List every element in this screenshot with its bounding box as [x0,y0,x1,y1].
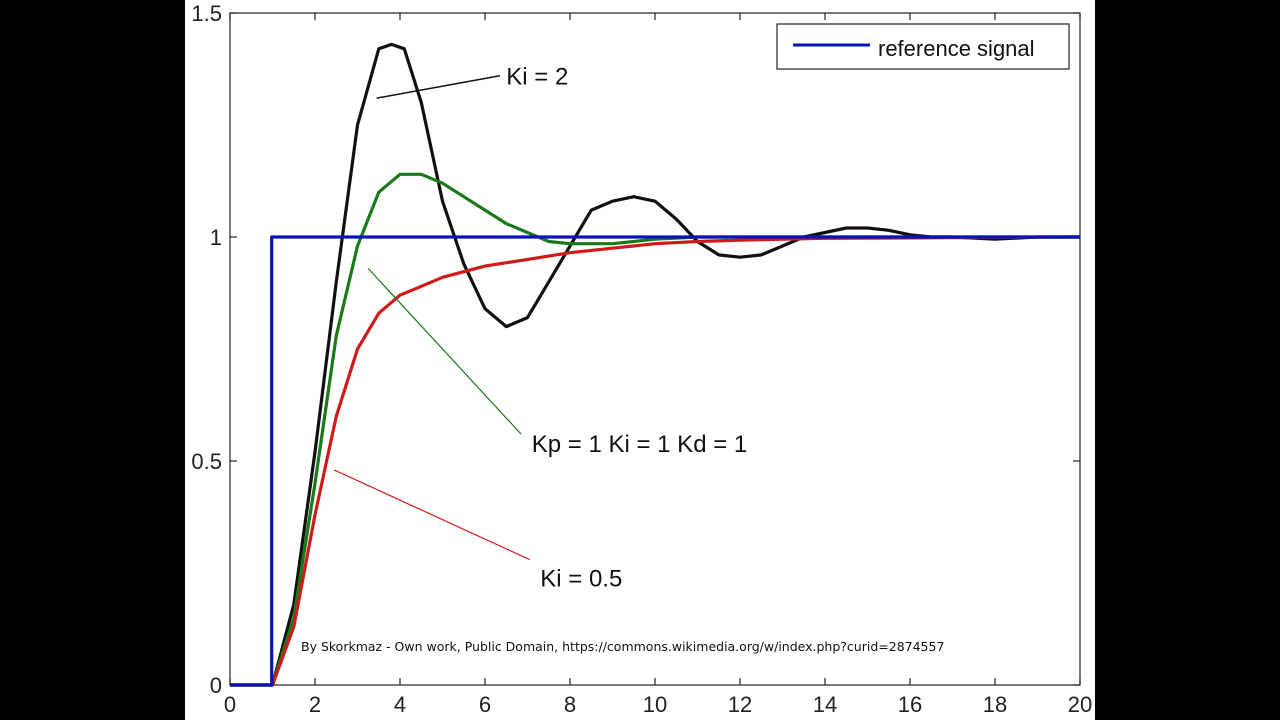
x-tick-label: 12 [728,692,752,717]
series-layer [230,42,1081,687]
y-tick-label: 0 [210,673,222,698]
x-tick-label: 16 [898,692,922,717]
annotation-pointer-ki-2 [376,74,501,99]
annotation-ki-2: Ki = 2 [506,64,568,91]
y-tick-label: 0.5 [191,449,222,474]
series-line-pid-k1 [230,172,1080,687]
annotation-layer: Ki = 2 Kp = 1 Ki = 1 Kd = 1 Ki = 0.5 [333,64,747,592]
x-tick-label: 20 [1068,692,1092,717]
annotation-pid-gains: Kp = 1 Ki = 1 Kd = 1 [532,431,747,458]
legend-label-reference-signal: reference signal [878,36,1035,61]
x-tick-label: 8 [564,692,576,717]
figure-frame: 0 2 4 6 8 10 12 14 16 18 20 0 0.5 1 1.5 Ki = 2 Kp = 1 … [185,0,1095,720]
annotation-pointer-pid-gains [367,267,522,435]
annotation-ki-0-5: Ki = 0.5 [540,565,622,592]
legend-box [776,23,1070,70]
x-tick-label: 10 [643,692,667,717]
tick-group: 0 2 4 6 8 10 12 14 16 18 20 0 0.5 1 1.5 [191,1,1092,717]
x-tick-label: 18 [983,692,1007,717]
x-tick-label: 4 [394,692,406,717]
series-line-reference-signal [230,235,1080,687]
x-tick-label: 0 [224,692,236,717]
x-tick-label: 6 [479,692,491,717]
credit-text: By Skorkmaz - Own work, Public Domain, h… [301,639,944,654]
legend: reference signal [776,23,1070,70]
x-tick-label: 14 [813,692,837,717]
annotation-pointer-ki-0-5 [333,469,530,561]
x-tick-label: 2 [309,692,321,717]
series-line-ki-0-5 [230,235,1081,687]
y-tick-label: 1 [210,225,222,250]
pid-response-chart: 0 2 4 6 8 10 12 14 16 18 20 0 0.5 1 1.5 Ki = 2 Kp = 1 … [191,1,1092,717]
y-tick-label: 1.5 [191,1,222,26]
series-line-ki-2 [230,42,1080,687]
